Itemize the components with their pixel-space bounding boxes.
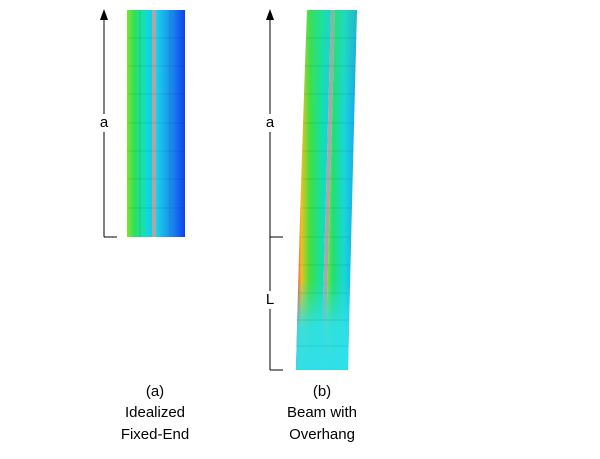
dimension-label: L <box>266 291 274 308</box>
caption: (b) <box>313 383 331 400</box>
caption: Idealized <box>125 404 185 421</box>
caption: Fixed-End <box>121 426 189 443</box>
dimension-a: a <box>97 9 117 238</box>
caption: (a) <box>146 383 164 400</box>
dimension-label: a <box>100 114 109 131</box>
dimension-label: a <box>266 114 275 131</box>
caption: Overhang <box>289 426 355 443</box>
beam-a <box>127 10 185 237</box>
dimension-b: a L <box>263 9 283 371</box>
beam-b <box>296 10 357 370</box>
caption: Beam with <box>287 404 357 421</box>
